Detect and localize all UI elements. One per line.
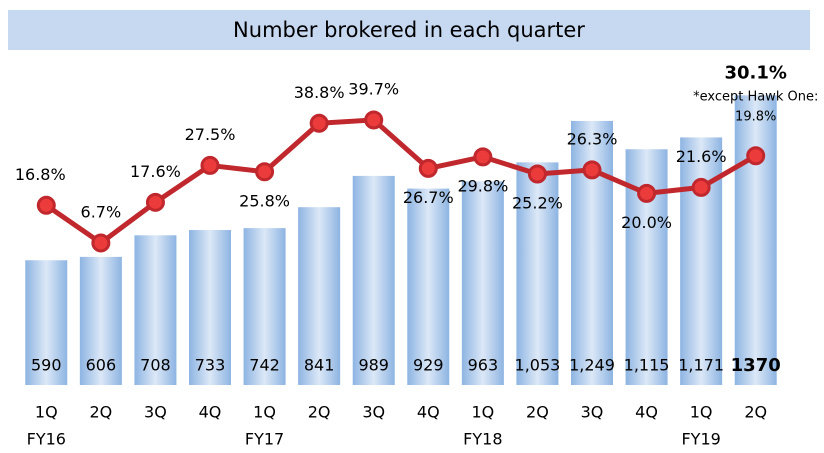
title-banner <box>8 10 810 50</box>
x-tick-label: 3Q <box>144 403 167 422</box>
bar <box>734 95 777 385</box>
line-marker <box>91 233 111 253</box>
x-group-label: FY17 <box>245 430 284 449</box>
annotation-value: 19.8% <box>735 110 776 125</box>
x-tick-label: 1Q <box>690 403 713 422</box>
x-tick-label: 3Q <box>581 403 604 422</box>
bar <box>189 230 231 385</box>
bar <box>25 260 68 385</box>
line-marker <box>309 113 329 133</box>
x-group-label: FY16 <box>27 430 66 449</box>
bar <box>243 228 286 385</box>
bar-value-label: 1,115 <box>624 356 670 375</box>
bar <box>461 181 504 385</box>
line-marker <box>145 192 165 212</box>
bar-value-label: 708 <box>140 356 171 375</box>
x-tick-label: 1Q <box>35 403 58 422</box>
line-value-label: 30.1% <box>724 63 786 84</box>
x-tick-label: 2Q <box>89 403 112 422</box>
chart-title: Number brokered in each quarter <box>233 18 585 42</box>
line-marker <box>637 183 657 203</box>
bar <box>516 162 559 385</box>
bar-value-label: 1,053 <box>515 356 561 375</box>
x-tick-label: 3Q <box>362 403 385 422</box>
line-value-label: 26.7% <box>403 188 454 207</box>
x-tick-label: 2Q <box>526 403 549 422</box>
x-tick-label: 2Q <box>744 403 767 422</box>
bar <box>680 137 723 385</box>
x-group-label: FY18 <box>463 430 502 449</box>
bar-value-label: 929 <box>413 356 444 375</box>
line-value-label: 20.0% <box>621 213 672 232</box>
line-value-label: 17.6% <box>130 162 181 181</box>
bar-value-label: 963 <box>468 356 499 375</box>
bar-value-label: 733 <box>195 356 226 375</box>
line-value-label: 26.3% <box>567 129 618 148</box>
line-marker <box>364 110 384 130</box>
bar-value-label: 1,171 <box>678 356 724 375</box>
line-value-label: 39.7% <box>348 79 399 98</box>
line-value-label: 25.8% <box>239 191 290 210</box>
line-value-label: 6.7% <box>81 202 122 221</box>
line-value-label: 38.8% <box>294 83 345 102</box>
line-marker <box>473 147 493 167</box>
line-value-label: 27.5% <box>185 125 236 144</box>
line <box>44 117 757 246</box>
x-tick-label: 4Q <box>417 403 440 422</box>
line-marker <box>255 162 275 182</box>
bar-value-label: 841 <box>304 356 335 375</box>
line-marker <box>691 177 711 197</box>
bar <box>407 188 450 385</box>
line-marker <box>746 146 766 166</box>
line-marker <box>527 164 547 184</box>
bar-value-label: 1,249 <box>569 356 615 375</box>
bar <box>134 235 177 385</box>
x-tick-label: 2Q <box>308 403 331 422</box>
bar-value-label: 989 <box>358 356 389 375</box>
line-value-label: 29.8% <box>457 176 508 195</box>
bar-value-label: 742 <box>249 356 280 375</box>
line-value-label: 21.6% <box>676 147 727 166</box>
bar <box>298 207 341 385</box>
line-value-label: 16.8% <box>15 165 66 184</box>
x-tick-label: 1Q <box>471 403 494 422</box>
x-group-label: FY19 <box>681 430 720 449</box>
line-marker <box>36 195 56 215</box>
bar-value-label: 606 <box>86 356 117 375</box>
bar-value-label: 590 <box>31 356 62 375</box>
bar <box>352 175 395 385</box>
x-tick-label: 4Q <box>635 403 658 422</box>
line-marker <box>200 155 220 175</box>
line-value-label: 25.2% <box>512 193 563 212</box>
x-tick-label: 1Q <box>253 403 276 422</box>
bar-value-label: 1370 <box>731 355 781 376</box>
line-marker <box>582 160 602 180</box>
annotation: *except Hawk One: <box>693 90 818 105</box>
line-marker <box>418 158 438 178</box>
bar <box>79 256 122 385</box>
x-tick-label: 4Q <box>199 403 222 422</box>
